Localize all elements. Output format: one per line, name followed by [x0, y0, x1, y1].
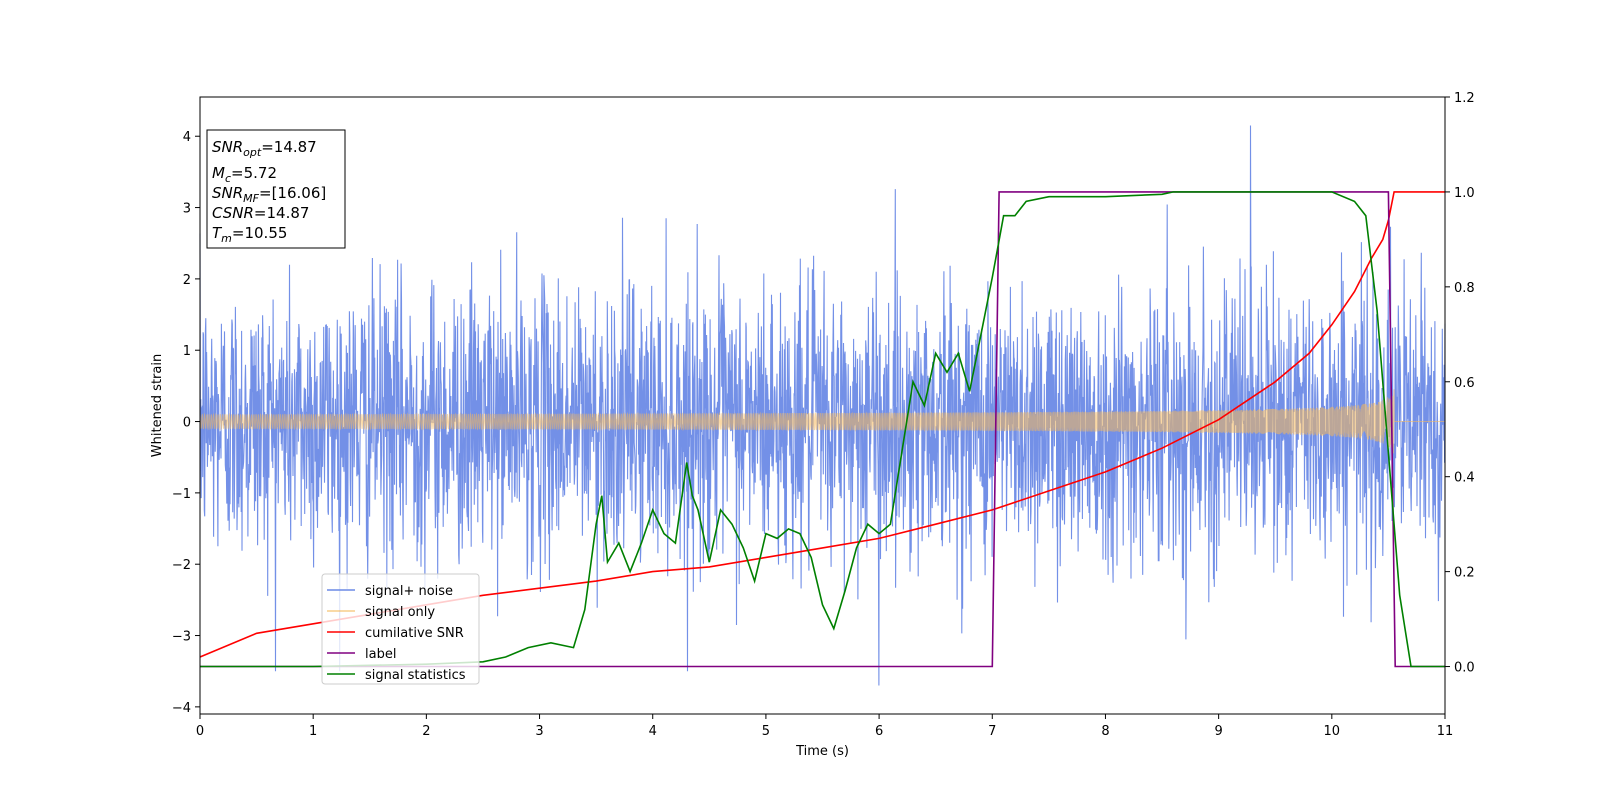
y-axis-left: 4 3 2 1 0 −1 −2 −3 −4 [172, 130, 200, 716]
x-tick-label: 8 [1101, 724, 1109, 739]
y-tick-label: 3 [183, 202, 191, 217]
x-axis: 0 1 2 3 4 5 6 7 8 9 10 11 [196, 714, 1453, 739]
x-tick-label: 0 [196, 724, 204, 739]
y-tick-label: 2 [183, 273, 191, 288]
y-right-tick-label: 0.0 [1454, 661, 1475, 676]
plot-frame [199, 96, 1446, 715]
y-tick-label: −2 [172, 558, 191, 573]
x-tick-label: 5 [762, 724, 770, 739]
x-tick-label: 3 [535, 724, 543, 739]
series-signal-statistics [200, 191, 1445, 668]
series-signal-noise [199, 125, 1446, 686]
info-line: Tm=10.55 [212, 224, 287, 245]
y-axis-right: 1.2 1.0 0.8 0.6 0.4 0.2 0.0 [1445, 91, 1475, 676]
x-axis-label: Time (s) [795, 744, 849, 759]
series-signal-only [199, 389, 1445, 454]
x-tick-label: 7 [988, 724, 996, 739]
x-tick-label: 11 [1437, 724, 1454, 739]
legend-label: signal statistics [365, 668, 466, 683]
legend-label: label [365, 647, 396, 662]
info-line: CSNR=14.87 [212, 204, 309, 222]
legend-label: cumilative SNR [365, 626, 464, 641]
y-tick-label: 4 [183, 130, 191, 145]
y-right-tick-label: 1.0 [1454, 186, 1475, 201]
y-right-tick-label: 0.6 [1454, 376, 1475, 391]
x-tick-label: 9 [1214, 724, 1222, 739]
legend-frame [321, 573, 480, 685]
y-right-tick-label: 0.2 [1454, 566, 1475, 581]
info-line: Mc=5.72 [212, 164, 277, 185]
legend-label: signal+ noise [365, 584, 453, 599]
y-right-tick-label: 0.8 [1454, 281, 1475, 296]
y-tick-label: −4 [172, 701, 191, 716]
x-tick-label: 1 [309, 724, 317, 739]
x-tick-label: 6 [875, 724, 883, 739]
x-tick-label: 2 [422, 724, 430, 739]
y-tick-label: 0 [183, 416, 191, 431]
info-box-frame [206, 129, 346, 249]
y-right-tick-label: 1.2 [1454, 91, 1475, 106]
y-right-tick-label: 0.4 [1454, 471, 1475, 486]
y-tick-label: 1 [183, 344, 191, 359]
info-line: SNRopt=14.87 [212, 138, 317, 159]
x-tick-label: 4 [649, 724, 657, 739]
legend-label: signal only [365, 605, 435, 620]
y-axis-label: Whitened strain [150, 354, 165, 457]
legend: signal+ noise signal only cumilative SNR la… [321, 573, 480, 685]
y-tick-label: −3 [172, 630, 191, 645]
y-tick-label: −1 [172, 487, 191, 502]
info-line: SNRMF=[16.06] [212, 184, 326, 205]
info-box: SNRopt=14.87 Mc=5.72SNRMF=[16.06]CSNR=14.… [206, 129, 346, 249]
x-tick-label: 10 [1324, 724, 1341, 739]
